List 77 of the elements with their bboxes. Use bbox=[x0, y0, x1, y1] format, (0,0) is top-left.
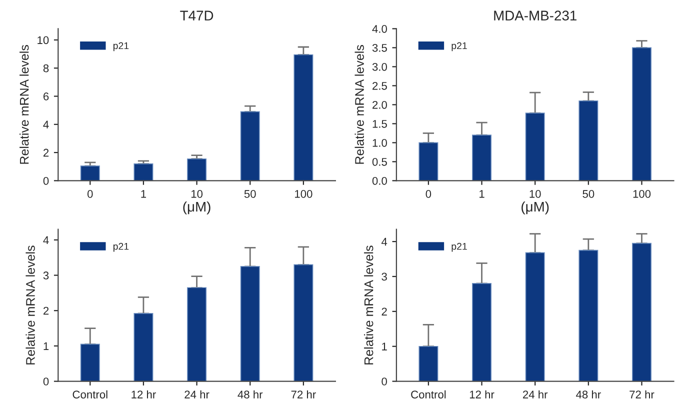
bar bbox=[240, 111, 260, 181]
y-tick-label: 2 bbox=[43, 148, 49, 157]
bar bbox=[80, 344, 100, 382]
bar bbox=[525, 112, 545, 181]
y-axis-title: Relative mRNA levels bbox=[364, 246, 374, 364]
x-tick-label: 0 bbox=[426, 190, 432, 198]
legend-label: p21 bbox=[452, 42, 467, 52]
y-tick-label: 2 bbox=[43, 306, 49, 315]
legend-label: p21 bbox=[113, 242, 129, 252]
bar bbox=[578, 250, 598, 382]
bar bbox=[472, 134, 492, 181]
x-tick-label: 10 bbox=[191, 190, 203, 198]
y-tick-label: 3 bbox=[382, 272, 387, 281]
x-tick-label: 1 bbox=[141, 190, 146, 198]
y-tick-label: 0.5 bbox=[372, 158, 387, 166]
y-tick-label: 4 bbox=[43, 236, 49, 244]
bar bbox=[578, 100, 598, 181]
y-tick-label: 0 bbox=[43, 378, 49, 386]
y-tick-label: 1 bbox=[44, 342, 49, 350]
x-tick-label: 10 bbox=[530, 190, 541, 198]
bar bbox=[632, 47, 652, 181]
x-tick-label: 24 hr bbox=[522, 390, 548, 398]
y-axis-title: Relative mRNA levels bbox=[26, 246, 35, 364]
bar bbox=[134, 313, 154, 382]
legend-label: p21 bbox=[113, 42, 129, 52]
y-tick-label: 8 bbox=[43, 64, 49, 72]
x-tick-label: 12 hr bbox=[132, 390, 156, 398]
y-tick-label: 0.0 bbox=[372, 176, 387, 185]
y-tick-label: 6 bbox=[44, 92, 49, 100]
y-tick-label: 3.5 bbox=[372, 44, 387, 52]
y-tick-label: 3 bbox=[43, 272, 49, 280]
y-tick-label: 1.5 bbox=[372, 120, 387, 128]
bar bbox=[418, 142, 438, 181]
x-tick-label: 12 hr bbox=[470, 390, 494, 398]
bar bbox=[294, 54, 314, 181]
y-axis-title: Relative mRNA levels bbox=[20, 45, 29, 164]
y-tick-label: 4 bbox=[381, 238, 388, 246]
x-tick-label: 48 hr bbox=[238, 390, 263, 398]
bar bbox=[80, 165, 100, 181]
x-tick-label: 72 hr bbox=[630, 390, 654, 398]
x-axis-title: (μM) bbox=[522, 201, 549, 214]
x-tick-label: 100 bbox=[295, 190, 312, 198]
y-axis-title: Relative mRNA levels bbox=[354, 45, 364, 164]
x-axis-title: (μM) bbox=[183, 201, 210, 214]
x-tick-label: 48 hr bbox=[576, 390, 601, 398]
y-tick-label: 1.0 bbox=[372, 138, 387, 147]
chart-title: MDA-MB-231 bbox=[494, 10, 576, 21]
y-tick-label: 0 bbox=[382, 378, 387, 386]
x-tick-label: Control bbox=[411, 390, 446, 398]
bar bbox=[472, 283, 492, 382]
bar bbox=[187, 287, 207, 382]
y-tick-label: 4 bbox=[43, 120, 49, 128]
x-tick-label: 1 bbox=[480, 190, 484, 198]
bar bbox=[134, 163, 154, 181]
x-tick-label: 72 hr bbox=[291, 390, 316, 398]
y-tick-label: 4.0 bbox=[372, 24, 387, 33]
x-tick-label: 0 bbox=[87, 190, 93, 198]
bar bbox=[294, 264, 314, 382]
y-tick-label: 1 bbox=[382, 342, 387, 350]
x-tick-label: 100 bbox=[633, 190, 651, 198]
x-tick-label: 24 hr bbox=[184, 390, 210, 398]
chart-title: T47D bbox=[180, 10, 214, 20]
y-tick-label: 10 bbox=[38, 36, 49, 44]
x-tick-label: 50 bbox=[244, 190, 256, 198]
bar bbox=[240, 266, 260, 382]
y-tick-label: 2.5 bbox=[372, 82, 387, 90]
y-tick-label: 0 bbox=[43, 176, 49, 185]
bar bbox=[187, 158, 207, 181]
legend-label: p21 bbox=[452, 242, 467, 252]
x-tick-label: 50 bbox=[582, 190, 594, 198]
y-tick-label: 2 bbox=[382, 308, 387, 316]
bar bbox=[418, 346, 438, 382]
y-tick-label: 3.0 bbox=[372, 62, 387, 71]
x-tick-label: Control bbox=[72, 390, 108, 398]
bar bbox=[632, 242, 652, 382]
bar bbox=[525, 252, 545, 382]
y-tick-label: 2.0 bbox=[372, 100, 387, 109]
